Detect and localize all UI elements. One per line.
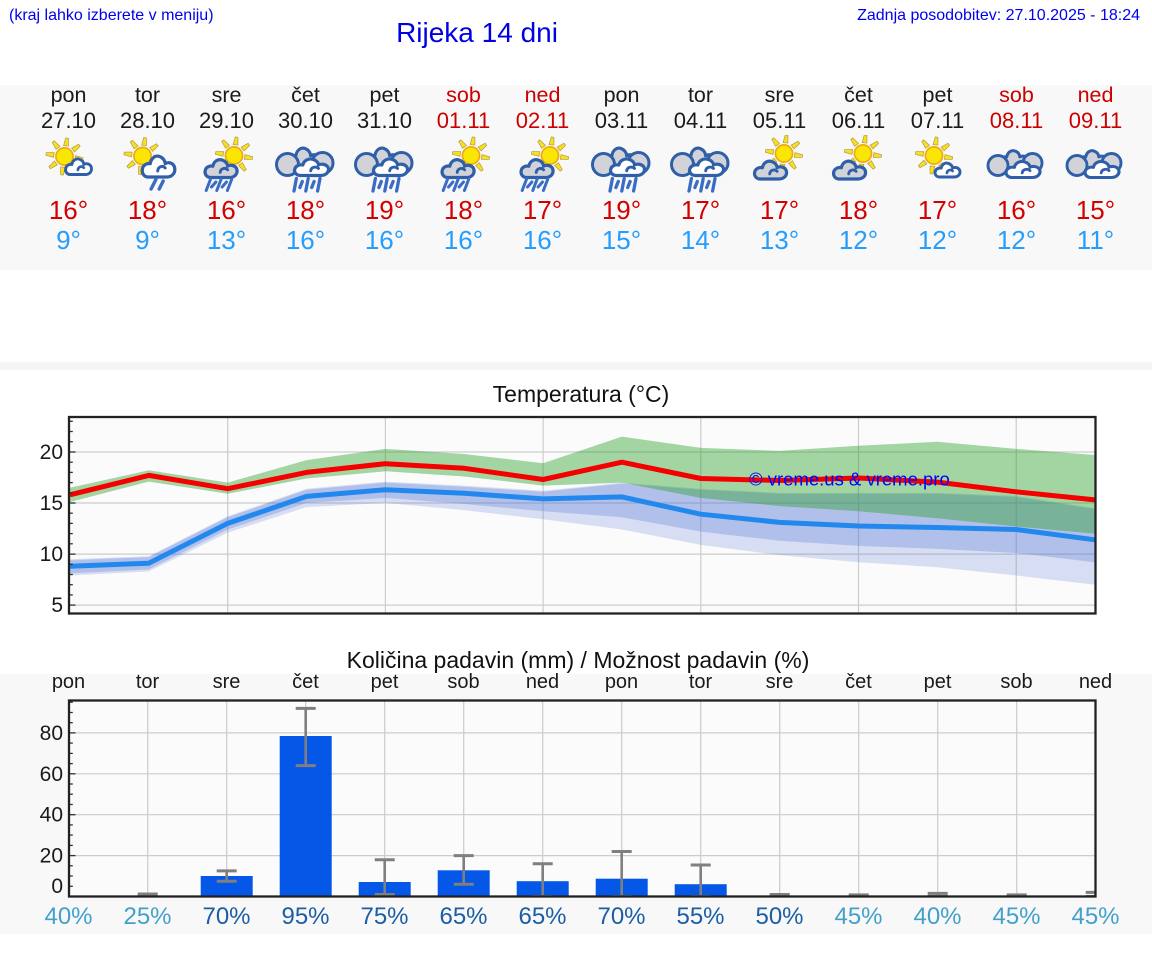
svg-text:40: 40	[40, 804, 63, 827]
svg-text:20: 20	[40, 441, 63, 464]
svg-text:0: 0	[51, 875, 63, 898]
svg-text:© vreme.us & vreme.pro: © vreme.us & vreme.pro	[749, 469, 950, 490]
svg-text:Količina padavin (mm) / Možnos: Količina padavin (mm) / Možnost padavin …	[347, 647, 810, 673]
svg-text:Temperatura (°C): Temperatura (°C)	[493, 381, 670, 407]
svg-text:60: 60	[40, 763, 63, 786]
svg-text:15: 15	[40, 492, 63, 515]
svg-text:80: 80	[40, 722, 63, 745]
svg-text:10: 10	[40, 543, 63, 566]
svg-text:20: 20	[40, 845, 63, 868]
svg-text:5: 5	[51, 594, 63, 617]
